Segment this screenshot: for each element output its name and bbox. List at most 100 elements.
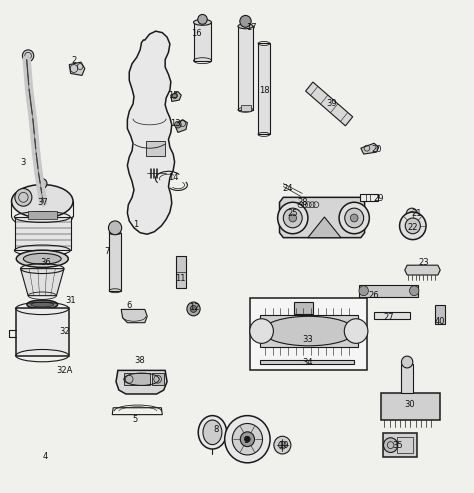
Text: 31: 31 bbox=[65, 296, 76, 305]
Bar bbox=[359, 285, 418, 297]
Polygon shape bbox=[405, 265, 440, 275]
Circle shape bbox=[109, 221, 122, 235]
Bar bbox=[109, 233, 121, 291]
Bar bbox=[383, 433, 417, 457]
Ellipse shape bbox=[11, 184, 73, 218]
Text: 14: 14 bbox=[168, 173, 178, 182]
Polygon shape bbox=[69, 62, 85, 75]
Polygon shape bbox=[171, 92, 181, 102]
Text: 34: 34 bbox=[302, 357, 313, 366]
Bar bbox=[241, 106, 251, 111]
Bar bbox=[124, 373, 150, 385]
Circle shape bbox=[345, 208, 364, 228]
Text: 40: 40 bbox=[435, 317, 446, 326]
Text: 17: 17 bbox=[246, 23, 256, 32]
Bar bbox=[397, 437, 413, 453]
Text: 38: 38 bbox=[135, 356, 146, 365]
Polygon shape bbox=[306, 82, 353, 126]
Text: 20: 20 bbox=[371, 144, 382, 154]
Circle shape bbox=[240, 15, 251, 27]
Text: 1: 1 bbox=[133, 220, 138, 229]
Circle shape bbox=[37, 197, 49, 209]
Bar bbox=[28, 211, 57, 219]
Text: 22: 22 bbox=[408, 223, 418, 232]
Bar bbox=[374, 312, 410, 319]
Circle shape bbox=[359, 286, 368, 296]
Circle shape bbox=[22, 50, 34, 62]
Circle shape bbox=[232, 423, 263, 455]
Bar bbox=[258, 43, 270, 135]
Circle shape bbox=[406, 208, 418, 220]
Text: 32A: 32A bbox=[56, 366, 73, 375]
Text: 6: 6 bbox=[127, 301, 132, 310]
Text: 30: 30 bbox=[404, 400, 415, 409]
Text: 29: 29 bbox=[374, 194, 384, 203]
Circle shape bbox=[405, 218, 420, 234]
Bar bbox=[175, 256, 186, 288]
Text: 39: 39 bbox=[326, 100, 337, 108]
Text: 3: 3 bbox=[21, 158, 26, 168]
Circle shape bbox=[245, 436, 250, 442]
Text: 35: 35 bbox=[392, 441, 403, 450]
Text: 7: 7 bbox=[104, 247, 109, 256]
Polygon shape bbox=[121, 310, 147, 323]
Text: 28: 28 bbox=[297, 198, 308, 207]
Text: 25: 25 bbox=[288, 209, 298, 217]
Circle shape bbox=[172, 94, 177, 99]
Bar bbox=[360, 194, 378, 201]
Bar bbox=[435, 305, 445, 324]
Bar bbox=[401, 364, 413, 392]
Bar bbox=[260, 359, 354, 364]
Bar bbox=[294, 302, 313, 315]
Circle shape bbox=[383, 438, 398, 453]
Text: 10: 10 bbox=[278, 441, 289, 450]
Circle shape bbox=[339, 202, 369, 234]
Ellipse shape bbox=[23, 253, 61, 264]
Text: 4: 4 bbox=[43, 453, 48, 461]
Text: 15: 15 bbox=[168, 91, 178, 100]
Ellipse shape bbox=[193, 19, 211, 25]
Ellipse shape bbox=[263, 317, 355, 346]
Bar bbox=[146, 141, 165, 156]
Text: 27: 27 bbox=[383, 313, 393, 322]
Text: 2: 2 bbox=[71, 56, 77, 65]
Circle shape bbox=[283, 208, 302, 228]
Ellipse shape bbox=[238, 24, 253, 29]
Polygon shape bbox=[20, 269, 64, 296]
Ellipse shape bbox=[203, 420, 222, 445]
Ellipse shape bbox=[198, 416, 227, 449]
Circle shape bbox=[240, 432, 255, 447]
Text: 8: 8 bbox=[213, 425, 219, 434]
Text: 24: 24 bbox=[283, 184, 293, 193]
Circle shape bbox=[350, 214, 358, 222]
Ellipse shape bbox=[16, 250, 68, 267]
Polygon shape bbox=[128, 31, 174, 234]
Bar bbox=[16, 309, 69, 355]
Bar bbox=[250, 298, 367, 370]
Text: 12: 12 bbox=[189, 304, 200, 313]
Text: 33: 33 bbox=[302, 335, 313, 345]
Circle shape bbox=[250, 319, 273, 343]
Text: 36: 36 bbox=[40, 258, 51, 267]
Circle shape bbox=[225, 416, 270, 463]
Text: 37: 37 bbox=[37, 198, 48, 207]
Circle shape bbox=[344, 319, 368, 343]
Circle shape bbox=[15, 188, 32, 206]
Circle shape bbox=[198, 14, 207, 24]
Circle shape bbox=[279, 441, 286, 449]
Text: 26: 26 bbox=[369, 291, 379, 300]
Bar bbox=[15, 217, 71, 250]
Text: 16: 16 bbox=[191, 29, 202, 38]
Polygon shape bbox=[308, 217, 341, 238]
Text: 9: 9 bbox=[244, 436, 249, 445]
Bar bbox=[152, 373, 164, 385]
Bar bbox=[193, 22, 211, 61]
Circle shape bbox=[274, 436, 291, 454]
Bar bbox=[238, 26, 253, 110]
Polygon shape bbox=[361, 143, 379, 154]
Circle shape bbox=[410, 286, 419, 296]
Polygon shape bbox=[116, 370, 167, 394]
Polygon shape bbox=[280, 197, 365, 238]
Bar bbox=[260, 316, 358, 347]
Bar bbox=[381, 392, 440, 420]
